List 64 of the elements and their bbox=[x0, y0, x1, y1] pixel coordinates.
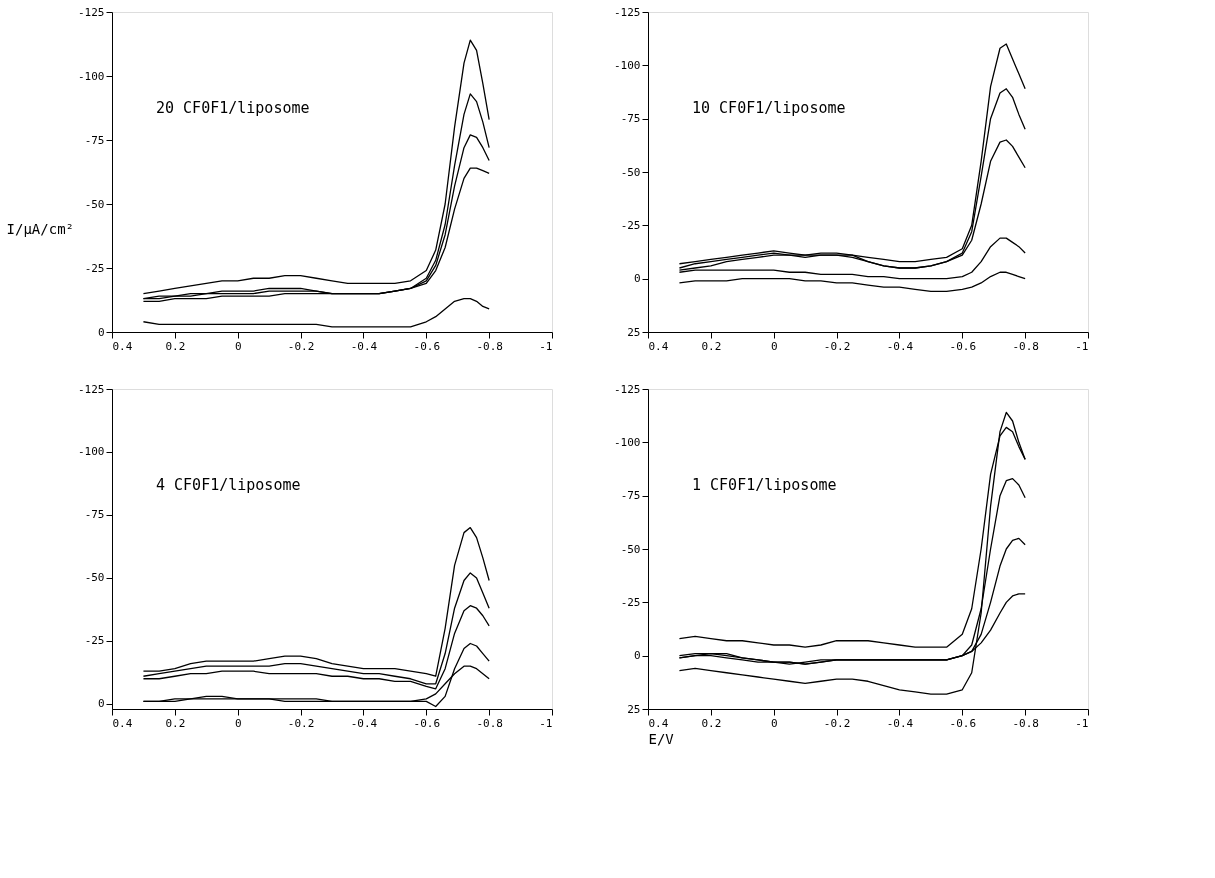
y-tick-label: 25 bbox=[627, 325, 641, 339]
x-tick-label: -0.4 bbox=[886, 339, 914, 353]
x-tick-label: 0 bbox=[234, 716, 242, 730]
y-tick-label: -25 bbox=[620, 595, 641, 609]
x-tick-label: -1 bbox=[1075, 339, 1089, 353]
y-tick-label: -125 bbox=[78, 5, 105, 19]
x-tick-label: 0.4 bbox=[648, 339, 669, 353]
y-axis-title: I/μA/cm² bbox=[6, 221, 75, 238]
y-tick-label: -25 bbox=[620, 218, 641, 232]
y-tick-label: -25 bbox=[84, 634, 105, 648]
x-tick-label: -0.4 bbox=[350, 716, 378, 730]
x-tick-label: 0.2 bbox=[701, 339, 722, 353]
x-tick-label: -0.4 bbox=[886, 716, 914, 730]
x-tick-label: 0.2 bbox=[165, 339, 186, 353]
y-tick-label: -50 bbox=[620, 165, 641, 179]
x-tick-label: -0.6 bbox=[949, 339, 977, 353]
annotation: 20 CF0F1/liposome bbox=[156, 99, 310, 117]
x-tick-label: -0.2 bbox=[823, 339, 851, 353]
x-tick-label: 0.4 bbox=[112, 716, 133, 730]
x-tick-label: -0.8 bbox=[476, 716, 503, 730]
x-tick-label: -1 bbox=[539, 716, 553, 730]
y-tick-label: -75 bbox=[84, 508, 105, 522]
annotation: 10 CF0F1/liposome bbox=[692, 99, 846, 117]
y-tick-label: -100 bbox=[78, 69, 105, 83]
x-tick-label: -0.6 bbox=[413, 339, 441, 353]
y-tick-label: -75 bbox=[620, 489, 641, 503]
y-tick-label: -50 bbox=[84, 571, 105, 585]
y-tick-label: -25 bbox=[84, 261, 105, 275]
y-tick-label: 0 bbox=[633, 272, 641, 286]
x-tick-label: 0 bbox=[770, 716, 778, 730]
x-tick-label: -0.4 bbox=[350, 339, 378, 353]
y-tick-label: -100 bbox=[614, 435, 641, 449]
x-tick-label: -1 bbox=[1075, 716, 1089, 730]
y-tick-label: -50 bbox=[84, 197, 105, 211]
x-tick-label: -0.2 bbox=[287, 339, 315, 353]
y-tick-label: -125 bbox=[78, 382, 105, 396]
y-tick-label: -75 bbox=[84, 133, 105, 147]
y-tick-label: 0 bbox=[97, 697, 105, 711]
x-tick-label: -0.8 bbox=[1012, 339, 1039, 353]
x-tick-label: 0.4 bbox=[648, 716, 669, 730]
x-tick-label: -0.8 bbox=[1012, 716, 1039, 730]
y-tick-label: -75 bbox=[620, 112, 641, 126]
x-tick-label: -1 bbox=[539, 339, 553, 353]
y-tick-label: -100 bbox=[78, 445, 105, 459]
y-tick-label: -125 bbox=[614, 5, 641, 19]
x-tick-label: -0.6 bbox=[949, 716, 977, 730]
y-tick-label: -125 bbox=[614, 382, 641, 396]
y-tick-label: 0 bbox=[97, 325, 105, 339]
x-tick-label: -0.2 bbox=[823, 716, 851, 730]
x-axis-title: E/V bbox=[648, 730, 675, 747]
x-tick-label: 0.4 bbox=[112, 339, 133, 353]
y-tick-label: -50 bbox=[620, 542, 641, 556]
y-tick-label: 0 bbox=[633, 649, 641, 663]
x-tick-label: 0 bbox=[234, 339, 242, 353]
x-tick-label: -0.6 bbox=[413, 716, 441, 730]
annotation: 4 CF0F1/liposome bbox=[156, 476, 301, 494]
x-tick-label: 0 bbox=[770, 339, 778, 353]
x-tick-label: 0.2 bbox=[165, 716, 186, 730]
y-tick-label: -100 bbox=[614, 58, 641, 72]
x-tick-label: -0.8 bbox=[476, 339, 503, 353]
y-tick-label: 25 bbox=[627, 702, 641, 716]
x-tick-label: 0.2 bbox=[701, 716, 722, 730]
x-tick-label: -0.2 bbox=[287, 716, 315, 730]
annotation: 1 CF0F1/liposome bbox=[692, 476, 837, 494]
